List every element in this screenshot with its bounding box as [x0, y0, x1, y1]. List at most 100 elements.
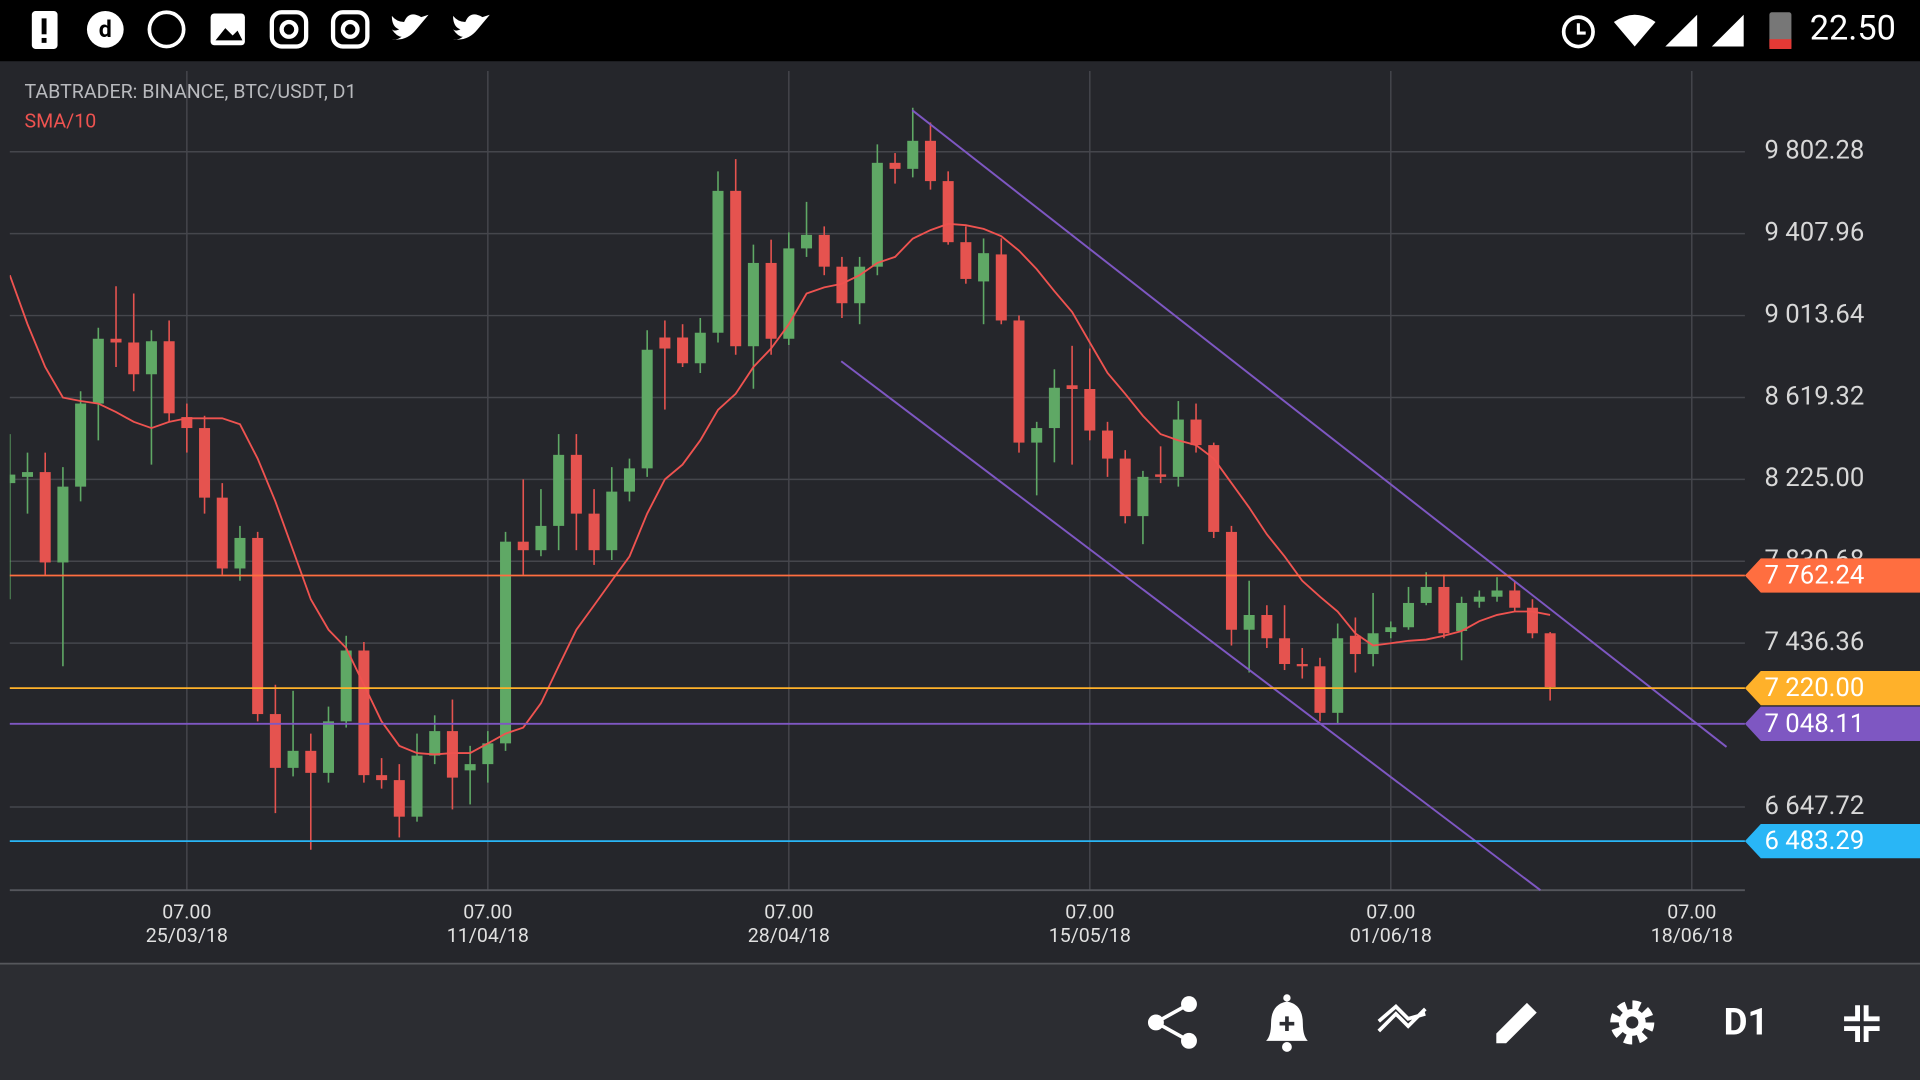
- candle-body: [163, 341, 175, 414]
- candle-body: [1385, 627, 1397, 633]
- candle-body: [446, 731, 458, 778]
- candle-body: [1013, 320, 1025, 443]
- price-tag: [1744, 670, 1920, 706]
- candle-body: [1296, 664, 1308, 667]
- timeframe-button[interactable]: D1: [1724, 1001, 1769, 1044]
- candle-body: [588, 513, 600, 551]
- candle-body: [500, 541, 512, 744]
- candle-body: [854, 266, 866, 304]
- candle-body: [1155, 474, 1167, 477]
- candle-body: [623, 468, 635, 492]
- price-tag: [1744, 558, 1920, 593]
- x-tick-time: 07.00: [1667, 901, 1716, 924]
- x-tick-date: 18/06/18: [1651, 924, 1733, 947]
- candle-body: [110, 338, 122, 343]
- toolbar-bg: [0, 964, 1920, 1080]
- indicators-button[interactable]: [1377, 1004, 1427, 1033]
- trend-line: [911, 109, 1728, 748]
- candle-body: [1172, 419, 1184, 477]
- x-tick-date: 25/03/18: [146, 924, 228, 947]
- candle-body: [287, 750, 299, 768]
- candle-body: [393, 780, 405, 817]
- status-bar: d 22.50: [0, 0, 1920, 62]
- candle-body: [1048, 387, 1060, 429]
- chart-title: TABTRADER: BINANCE, BTC/USDT, D1: [24, 80, 356, 103]
- sma-line: [9, 222, 1551, 756]
- candle-body: [712, 190, 724, 333]
- axis-labels: 07.0025/03/1807.0011/04/1807.0028/04/180…: [9, 136, 1920, 947]
- candle-body: [128, 342, 140, 375]
- x-tick-date: 15/05/18: [1049, 924, 1131, 947]
- candle-body: [730, 190, 742, 347]
- candle-body: [322, 721, 334, 773]
- share-button[interactable]: [1147, 996, 1197, 1049]
- candle-body: [1208, 445, 1220, 532]
- price-tag: [1744, 823, 1920, 859]
- settings-button[interactable]: [1610, 1000, 1655, 1045]
- candle-body: [75, 403, 87, 487]
- candle-body: [924, 140, 936, 182]
- x-tick-time: 07.00: [1065, 901, 1114, 924]
- candle-body: [783, 248, 795, 339]
- candle-body: [1332, 638, 1344, 713]
- price-tag-label: 6 483.29: [1764, 826, 1864, 856]
- candle-body: [995, 254, 1007, 321]
- trend-channel: [840, 109, 1728, 891]
- candle-body: [765, 262, 777, 339]
- x-tick-date: 11/04/18: [447, 924, 529, 947]
- candle-body: [305, 750, 317, 773]
- toolbar: D1: [0, 964, 1920, 1080]
- candle-body: [1066, 385, 1078, 390]
- candle-body: [145, 341, 157, 375]
- candle-body: [411, 755, 423, 817]
- candle-body: [570, 454, 582, 514]
- price-tag: [1744, 706, 1920, 741]
- candle-body: [1243, 614, 1255, 630]
- y-tick-label: 8 619.32: [1764, 381, 1864, 411]
- candle-body: [92, 338, 104, 404]
- price-tag-label: 7 048.11: [1764, 709, 1864, 739]
- alert-button[interactable]: [1266, 994, 1308, 1052]
- candle-body: [464, 764, 476, 771]
- candle-body: [871, 162, 883, 267]
- candle-body: [1402, 602, 1415, 628]
- candle-body: [801, 234, 813, 249]
- candle-body: [216, 497, 228, 569]
- candle-body: [641, 349, 653, 469]
- candle-body: [1367, 633, 1379, 655]
- candle-body: [677, 337, 689, 364]
- candle-body: [482, 743, 494, 765]
- candle-body: [1526, 607, 1538, 634]
- candle-body: [39, 472, 51, 563]
- fullscreen-button[interactable]: [1844, 1005, 1880, 1043]
- trend-line: [840, 360, 1541, 891]
- y-tick-label: 9 013.64: [1764, 299, 1864, 329]
- candle-body: [1509, 590, 1521, 608]
- x-tick-time: 07.00: [764, 901, 813, 924]
- x-tick-time: 07.00: [463, 901, 512, 924]
- candle-body: [836, 266, 848, 304]
- y-tick-label: 7 436.36: [1764, 627, 1864, 657]
- candle-body: [429, 731, 441, 756]
- candle-body: [1279, 638, 1291, 665]
- candle-body: [358, 650, 370, 776]
- candle-body: [181, 417, 193, 429]
- candle-body: [1438, 586, 1450, 634]
- candle-body: [57, 486, 69, 563]
- candle-body: [1349, 635, 1361, 655]
- candle-body: [553, 454, 565, 526]
- candle-body: [199, 428, 211, 498]
- candle-body: [252, 537, 264, 715]
- candle-body: [1190, 419, 1202, 446]
- candle-body: [606, 491, 618, 551]
- status-bar-bg: [0, 0, 1920, 62]
- candle-body: [1261, 614, 1273, 639]
- clock: 22.50: [1810, 9, 1896, 49]
- candle-body: [21, 472, 34, 477]
- draw-button[interactable]: [1496, 1002, 1537, 1044]
- candle-body: [269, 714, 281, 768]
- x-tick-date: 28/04/18: [748, 924, 830, 947]
- candle-body: [889, 162, 901, 169]
